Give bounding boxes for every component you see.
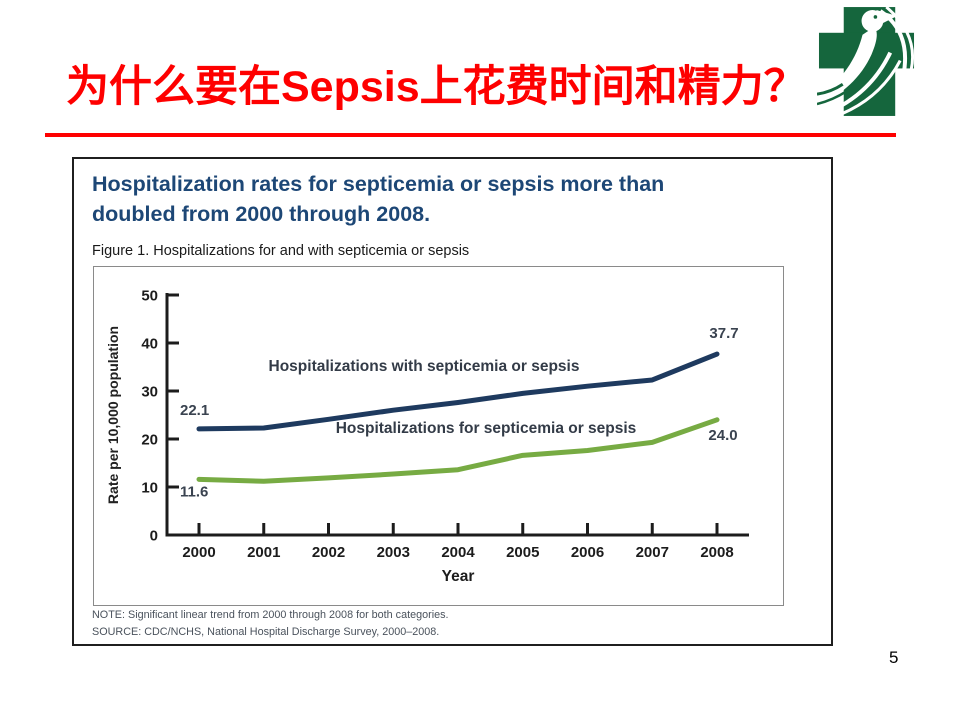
x-tick-label: 2002 bbox=[312, 544, 345, 561]
cdc-figure-panel: Hospitalization rates for septicemia or … bbox=[72, 157, 833, 646]
series-label-0: Hospitalizations with septicemia or seps… bbox=[269, 358, 580, 375]
x-tick-label: 2004 bbox=[441, 544, 475, 561]
point-label: 37.7 bbox=[709, 325, 738, 342]
figure-heading-line1: Hospitalization rates for septicemia or … bbox=[92, 172, 665, 196]
y-tick-label: 10 bbox=[141, 480, 158, 497]
x-tick-label: 2000 bbox=[182, 544, 215, 561]
slide-title: 为什么要在Sepsis上花费时间和精力？ bbox=[66, 63, 807, 111]
y-tick-label: 50 bbox=[141, 288, 158, 305]
y-axis-title: Rate per 10,000 population bbox=[105, 326, 121, 504]
slide-page-number: 5 bbox=[889, 648, 899, 667]
series-line-1 bbox=[196, 417, 720, 484]
series-label-1: Hospitalizations for septicemia or sepsi… bbox=[336, 420, 637, 437]
green-cross-dove-logo-icon bbox=[817, 5, 915, 118]
x-tick-label: 2008 bbox=[700, 544, 733, 561]
figure-notes: NOTE: Significant linear trend from 2000… bbox=[92, 607, 449, 640]
chart-frame: 0 10 20 30 40 50 2000 2001 2002 2003 2004 2005 2006 2… bbox=[93, 266, 784, 606]
title-underline-rule bbox=[45, 133, 896, 137]
y-tick-label: 40 bbox=[141, 336, 158, 353]
x-tick-label: 2007 bbox=[636, 544, 669, 561]
x-tick-label: 2001 bbox=[247, 544, 280, 561]
x-axis-title: Year bbox=[442, 568, 475, 585]
note-text: NOTE: Significant linear trend from 2000… bbox=[92, 609, 449, 621]
point-label: 11.6 bbox=[180, 483, 208, 500]
x-tick-label: 2003 bbox=[377, 544, 410, 561]
point-label: 22.1 bbox=[180, 402, 209, 419]
y-tick-label: 0 bbox=[150, 528, 158, 545]
figure-heading: Hospitalization rates for septicemia or … bbox=[92, 170, 792, 229]
x-tick-label: 2005 bbox=[506, 544, 539, 561]
hospitalization-rates-line-chart: 0 10 20 30 40 50 2000 2001 2002 2003 2004 2005 2006 2… bbox=[105, 288, 749, 585]
y-tick-label: 30 bbox=[141, 384, 158, 401]
point-label: 24.0 bbox=[708, 427, 737, 444]
dove-icon bbox=[817, 26, 877, 107]
figure-heading-line2: doubled from 2000 through 2008. bbox=[92, 201, 431, 226]
figure-caption: Figure 1. Hospitalizations for and with … bbox=[92, 243, 470, 259]
y-tick-label: 20 bbox=[141, 432, 158, 449]
series-line-0 bbox=[196, 351, 720, 432]
source-text: SOURCE: CDC/NCHS, National Hospital Disc… bbox=[92, 625, 440, 638]
x-tick-label: 2006 bbox=[571, 544, 604, 561]
